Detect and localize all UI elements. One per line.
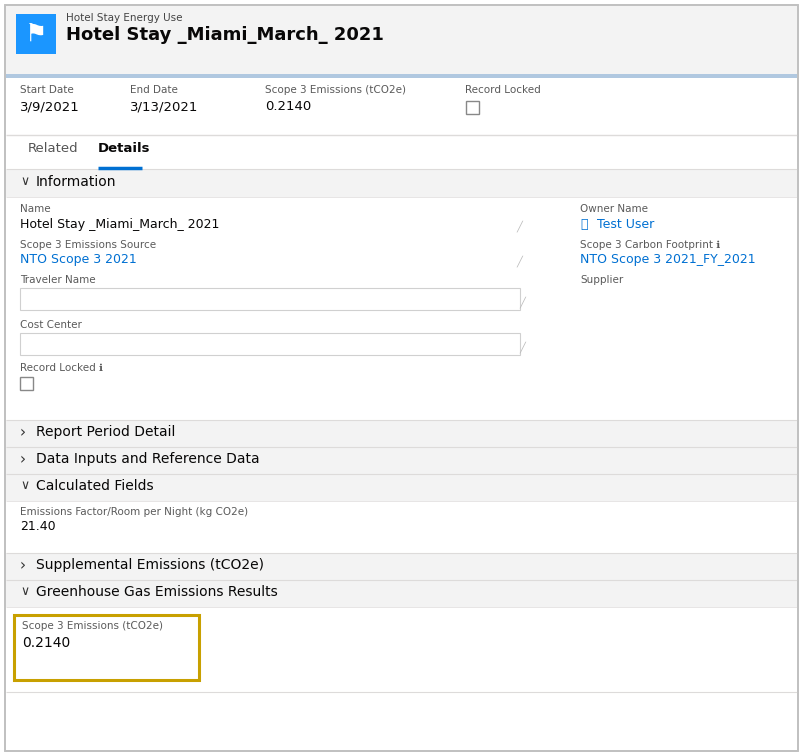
Text: Record Locked ℹ: Record Locked ℹ — [20, 363, 103, 373]
Text: Scope 3 Emissions (tCO2e): Scope 3 Emissions (tCO2e) — [265, 85, 406, 95]
Text: Record Locked: Record Locked — [464, 85, 540, 95]
Text: Scope 3 Emissions (tCO2e): Scope 3 Emissions (tCO2e) — [22, 621, 163, 631]
Text: ╱: ╱ — [518, 296, 525, 308]
Text: End Date: End Date — [130, 85, 178, 95]
Text: Data Inputs and Reference Data: Data Inputs and Reference Data — [36, 452, 259, 466]
Text: Hotel Stay Energy Use: Hotel Stay Energy Use — [66, 13, 182, 23]
Text: Information: Information — [36, 175, 116, 189]
Text: Owner Name: Owner Name — [579, 204, 647, 214]
FancyBboxPatch shape — [14, 615, 199, 680]
Text: Test User: Test User — [596, 218, 654, 231]
Text: Hotel Stay _Miami_March_ 2021: Hotel Stay _Miami_March_ 2021 — [20, 218, 219, 231]
Text: Hotel Stay _Miami_March_ 2021: Hotel Stay _Miami_March_ 2021 — [66, 26, 383, 44]
Text: ╱: ╱ — [516, 220, 521, 231]
FancyBboxPatch shape — [6, 74, 796, 78]
Text: Scope 3 Carbon Footprint ℹ: Scope 3 Carbon Footprint ℹ — [579, 240, 719, 250]
FancyBboxPatch shape — [16, 14, 56, 54]
Text: Supplier: Supplier — [579, 275, 622, 285]
FancyBboxPatch shape — [6, 78, 796, 135]
Text: Supplemental Emissions (tCO2e): Supplemental Emissions (tCO2e) — [36, 558, 264, 572]
FancyBboxPatch shape — [6, 553, 796, 580]
FancyBboxPatch shape — [6, 170, 796, 197]
FancyBboxPatch shape — [6, 6, 796, 74]
Text: ╱: ╱ — [516, 255, 521, 267]
Text: Emissions Factor/Room per Night (kg CO2e): Emissions Factor/Room per Night (kg CO2e… — [20, 507, 248, 517]
Text: 3/13/2021: 3/13/2021 — [130, 100, 198, 113]
FancyBboxPatch shape — [6, 607, 796, 692]
Text: Related: Related — [28, 142, 79, 155]
FancyBboxPatch shape — [6, 580, 796, 607]
Text: ⚑: ⚑ — [25, 22, 47, 46]
Text: Details: Details — [98, 142, 150, 155]
FancyBboxPatch shape — [6, 136, 796, 168]
Text: Name: Name — [20, 204, 51, 214]
Text: 3/9/2021: 3/9/2021 — [20, 100, 79, 113]
FancyBboxPatch shape — [20, 377, 33, 390]
Text: Cost Center: Cost Center — [20, 320, 82, 330]
FancyBboxPatch shape — [6, 474, 796, 501]
Text: Report Period Detail: Report Period Detail — [36, 425, 175, 439]
Text: ╱: ╱ — [518, 341, 525, 353]
FancyBboxPatch shape — [465, 101, 479, 114]
FancyBboxPatch shape — [6, 197, 796, 420]
Text: ›: › — [20, 452, 26, 467]
Text: 0.2140: 0.2140 — [22, 636, 70, 650]
Text: ›: › — [20, 425, 26, 440]
FancyBboxPatch shape — [6, 501, 796, 553]
FancyBboxPatch shape — [20, 288, 520, 310]
Text: 0.2140: 0.2140 — [265, 100, 311, 113]
Text: 21.40: 21.40 — [20, 520, 55, 533]
Text: ∨: ∨ — [20, 585, 29, 598]
FancyBboxPatch shape — [6, 420, 796, 447]
FancyBboxPatch shape — [5, 5, 797, 751]
Text: NTO Scope 3 2021_FY_2021: NTO Scope 3 2021_FY_2021 — [579, 253, 755, 266]
FancyBboxPatch shape — [20, 333, 520, 355]
Text: Greenhouse Gas Emissions Results: Greenhouse Gas Emissions Results — [36, 585, 277, 599]
FancyBboxPatch shape — [6, 447, 796, 474]
Text: NTO Scope 3 2021: NTO Scope 3 2021 — [20, 253, 136, 266]
Text: Calculated Fields: Calculated Fields — [36, 479, 153, 493]
Text: Start Date: Start Date — [20, 85, 74, 95]
Text: Traveler Name: Traveler Name — [20, 275, 95, 285]
Text: ∨: ∨ — [20, 175, 29, 188]
Text: ›: › — [20, 558, 26, 573]
Text: ∨: ∨ — [20, 479, 29, 492]
Text: Scope 3 Emissions Source: Scope 3 Emissions Source — [20, 240, 156, 250]
Text: 🕐: 🕐 — [579, 218, 587, 231]
